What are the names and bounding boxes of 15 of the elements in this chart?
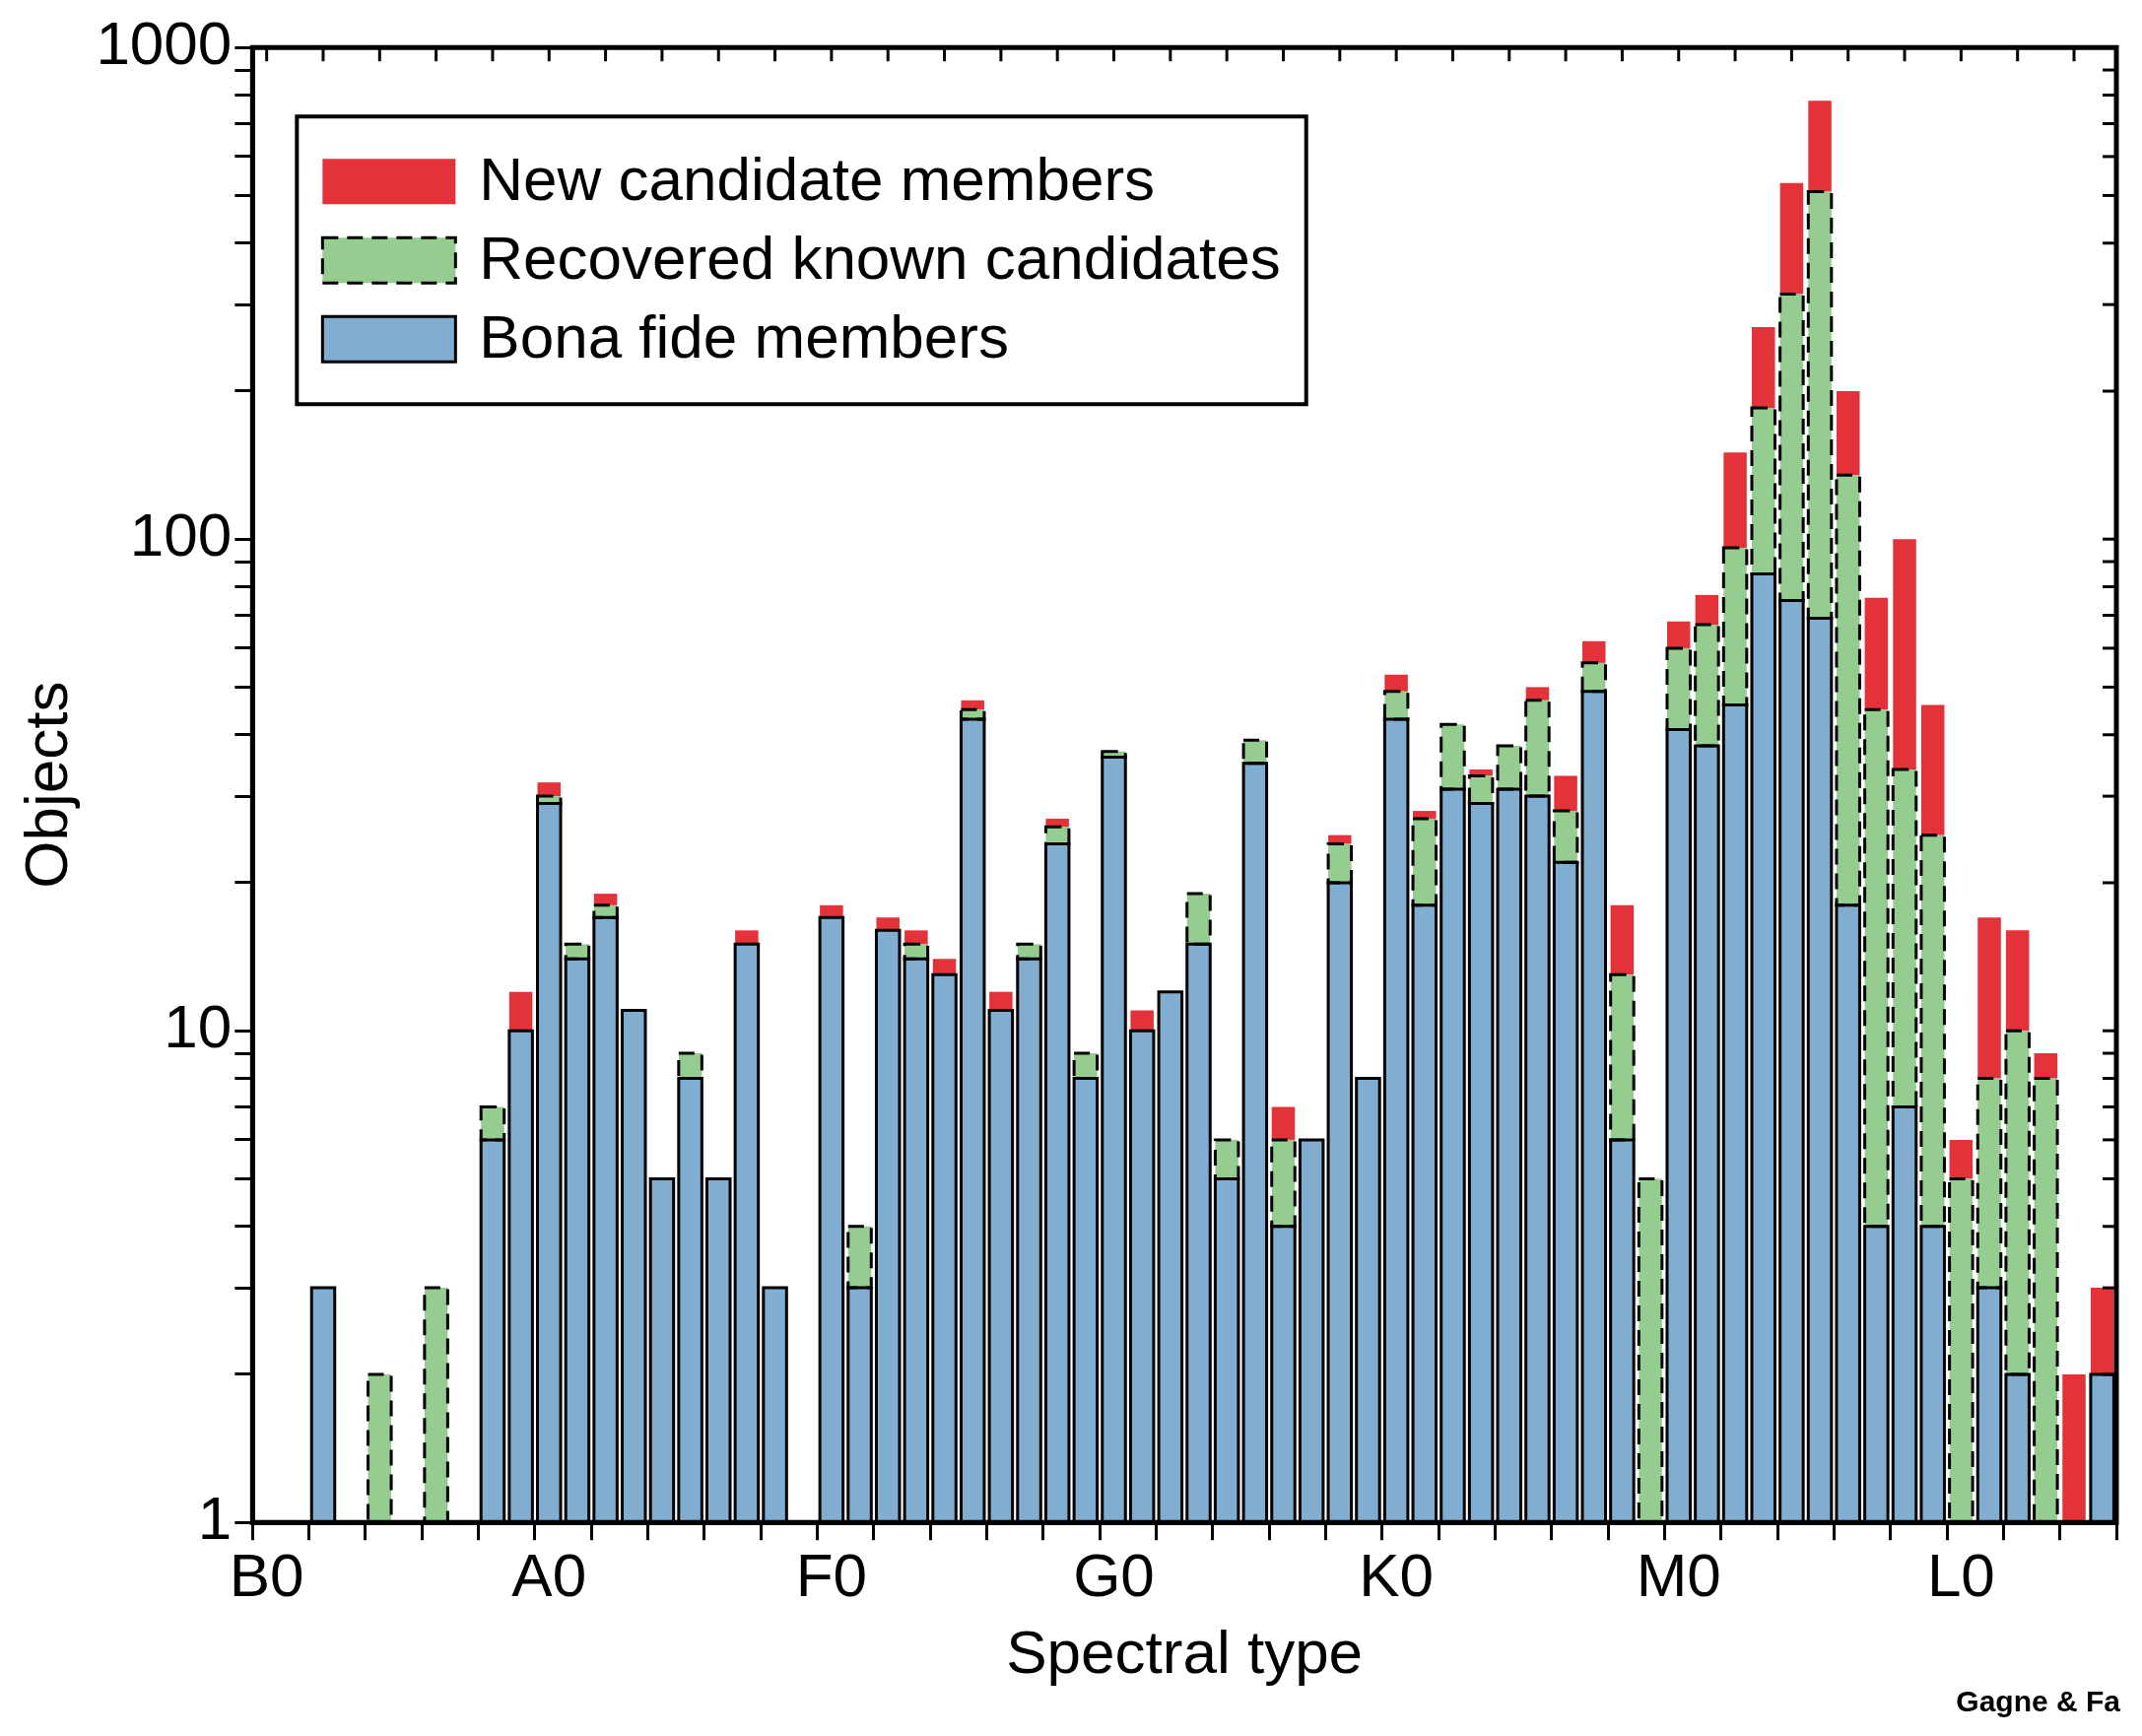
x-tick-label: A0	[511, 1541, 587, 1610]
y-axis-title: Objects	[12, 681, 81, 889]
x-tick-label: G0	[1073, 1541, 1155, 1610]
y-tick-label: 100	[129, 501, 233, 569]
y-tick-label: 1000	[96, 9, 233, 78]
x-axis-title: Spectral type	[1006, 1617, 1364, 1686]
legend-label: New candidate members	[479, 145, 1156, 214]
x-tick-label: F0	[795, 1541, 868, 1610]
y-tick-label: 10	[164, 992, 233, 1061]
x-tick-label: M0	[1636, 1541, 1721, 1610]
legend-label: Recovered known candidates	[479, 224, 1281, 293]
x-tick-label: L0	[1926, 1541, 1995, 1610]
legend-label: Bona fide members	[479, 302, 1009, 371]
x-tick-label: K0	[1359, 1541, 1435, 1610]
text: Gagne & Fa	[1956, 1685, 2121, 1718]
